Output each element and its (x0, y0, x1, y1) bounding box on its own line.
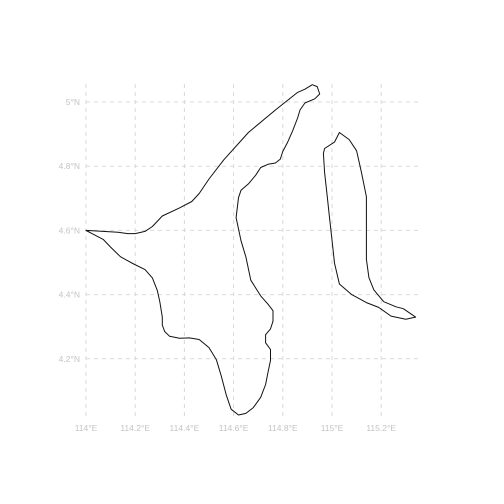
country-outline (85, 84, 417, 416)
longitude-tick-label: 114.6°E (219, 423, 249, 433)
region-outline-east (322, 132, 417, 320)
longitude-tick-label: 115°E (321, 423, 344, 433)
longitude-tick-label: 114°E (75, 423, 98, 433)
longitude-tick-label: 114.8°E (268, 423, 298, 433)
latitude-labels: 5°N 4.8°N 4.6°N 4.4°N 4.2°N (59, 97, 80, 364)
latitude-tick-label: 4.6°N (59, 225, 80, 235)
longitude-tick-label: 115.2°E (366, 423, 396, 433)
longitude-tick-label: 114.2°E (120, 423, 150, 433)
region-outline-west (85, 84, 321, 416)
longitude-tick-label: 114.4°E (170, 423, 200, 433)
graticule (85, 84, 418, 418)
latitude-tick-label: 4.2°N (59, 354, 80, 364)
latitude-tick-label: 4.8°N (59, 161, 80, 171)
latitude-tick-label: 5°N (66, 97, 80, 107)
longitude-labels: 114°E 114.2°E 114.4°E 114.6°E 114.8°E 115°E 11… (75, 423, 397, 433)
latitude-tick-label: 4.4°N (59, 290, 80, 300)
